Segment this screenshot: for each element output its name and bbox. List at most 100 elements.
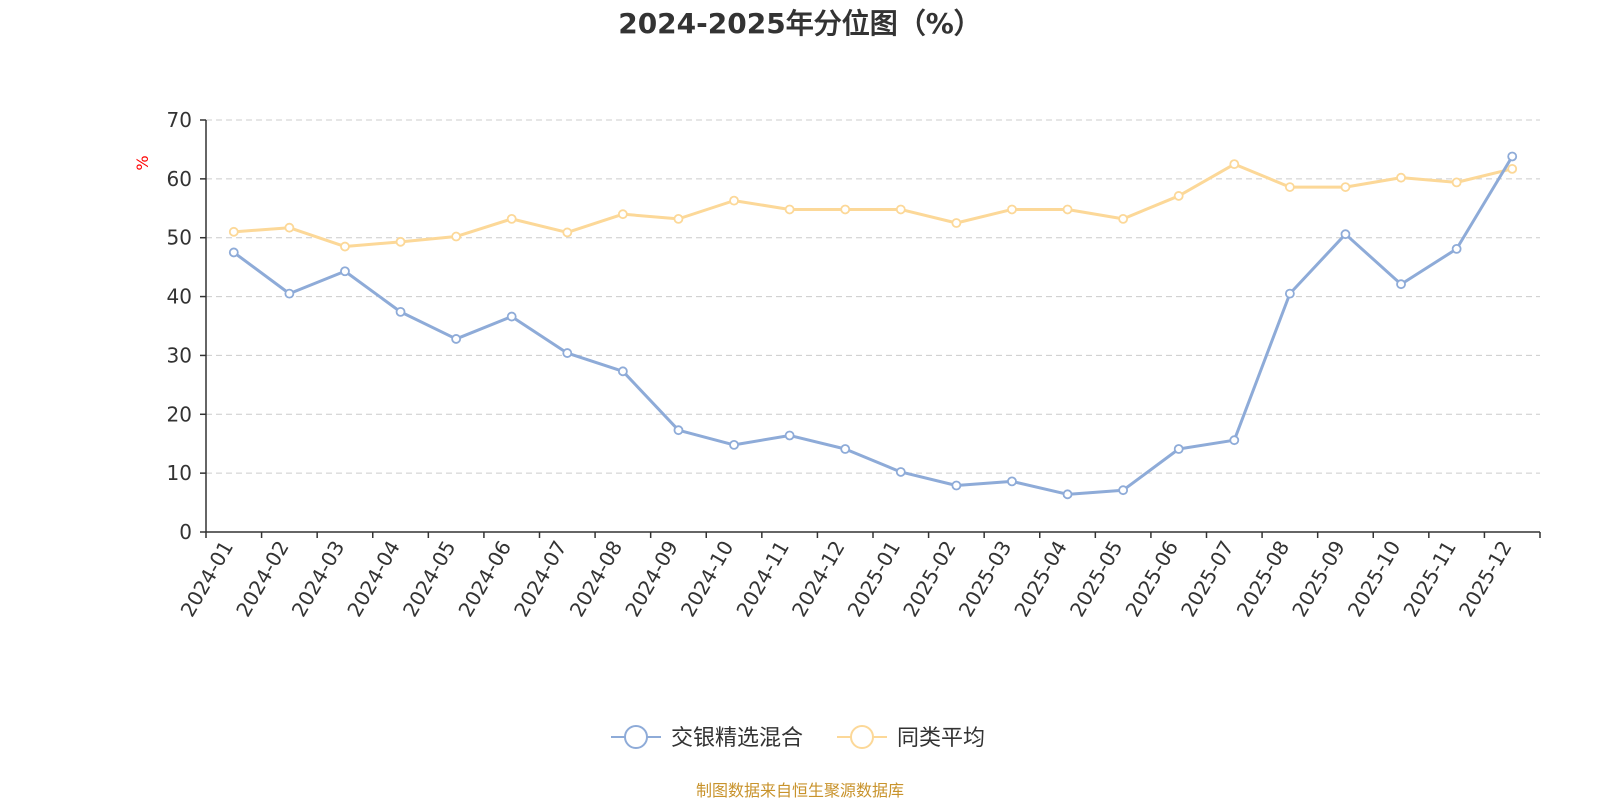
data-point[interactable]	[673, 425, 684, 436]
y-tick-label: 60	[167, 167, 192, 191]
grid-lines	[206, 119, 1540, 474]
x-tick-label: 2025-04	[1009, 537, 1072, 621]
x-tick-label: 2025-09	[1287, 537, 1350, 621]
y-tick-label: 20	[167, 402, 192, 426]
x-tick-label: 2025-12	[1454, 537, 1517, 621]
chart-title: 2024-2025年分位图（%）	[618, 7, 982, 40]
data-point[interactable]	[562, 348, 573, 358]
data-point[interactable]	[784, 204, 795, 215]
y-tick-label: 50	[167, 226, 192, 250]
legend-item-series-1[interactable]: 交银精选混合	[611, 725, 803, 751]
legend-item-series-2[interactable]: 同类平均	[837, 725, 985, 751]
data-point[interactable]	[617, 209, 628, 220]
x-tick-label: 2024-07	[509, 537, 572, 621]
legend-label-series-2: 同类平均	[897, 726, 985, 751]
data-point[interactable]	[340, 266, 350, 277]
data-point[interactable]	[562, 227, 573, 238]
y-tick-label: 0	[179, 520, 192, 544]
data-point[interactable]	[784, 430, 795, 441]
data-point[interactable]	[951, 480, 962, 491]
data-point[interactable]	[1340, 182, 1351, 192]
data-point[interactable]	[228, 247, 239, 258]
legend-marker-series-1	[624, 725, 648, 749]
x-tick-label: 2024-03	[287, 537, 350, 621]
data-point[interactable]	[1451, 243, 1462, 254]
data-source-note: 制图数据来自恒生聚源数据库	[696, 781, 904, 800]
series-1	[228, 151, 1518, 500]
x-tick-label: 2024-10	[676, 537, 739, 621]
data-point[interactable]	[1062, 204, 1073, 215]
x-tick-label: 2024-05	[398, 537, 461, 621]
x-tick-label: 2024-01	[176, 537, 239, 621]
x-tick-label: 2025-05	[1065, 537, 1128, 621]
data-point[interactable]	[729, 195, 739, 206]
data-point[interactable]	[617, 366, 628, 377]
data-point[interactable]	[451, 334, 462, 344]
data-point[interactable]	[1396, 279, 1406, 290]
data-point[interactable]	[895, 204, 906, 215]
data-point[interactable]	[506, 213, 517, 224]
data-point[interactable]	[451, 231, 462, 242]
data-point[interactable]	[1340, 229, 1351, 240]
data-point[interactable]	[1229, 159, 1240, 170]
data-point[interactable]	[1284, 288, 1295, 299]
x-tick-label: 2024-11	[731, 537, 794, 621]
data-point[interactable]	[673, 213, 684, 224]
data-point[interactable]	[1173, 444, 1184, 454]
data-point[interactable]	[395, 236, 406, 247]
legend: 交银精选混合 同类平均	[611, 725, 985, 751]
series	[228, 151, 1518, 500]
x-tick-label: 2024-12	[787, 537, 850, 621]
data-point[interactable]	[840, 204, 851, 215]
x-tick-label: 2025-01	[843, 537, 906, 621]
data-point[interactable]	[506, 311, 517, 322]
x-tick-label: 2025-06	[1120, 537, 1183, 621]
data-point[interactable]	[729, 439, 739, 450]
y-tick-label: 10	[167, 461, 192, 485]
y-tick-label: 30	[167, 343, 192, 367]
data-point[interactable]	[395, 306, 406, 317]
data-point[interactable]	[228, 226, 239, 237]
data-point[interactable]	[284, 222, 295, 233]
x-tick-label: 2024-09	[620, 537, 683, 621]
x-tick-label: 2025-03	[954, 536, 1017, 620]
x-tick-label: 2025-10	[1343, 537, 1406, 621]
x-tick-label: 2025-07	[1176, 537, 1239, 621]
data-point[interactable]	[340, 241, 350, 252]
data-point[interactable]	[1507, 163, 1518, 174]
data-point[interactable]	[1229, 435, 1240, 446]
data-point[interactable]	[1173, 191, 1184, 201]
x-ticks: 2024-012024-022024-032024-042024-052024-…	[176, 532, 1541, 621]
y-ticks: 0 10 20 30 40 50 60 70	[167, 108, 206, 544]
data-point[interactable]	[1396, 172, 1406, 183]
data-point[interactable]	[284, 288, 295, 299]
data-point[interactable]	[1284, 182, 1295, 192]
x-tick-label: 2024-02	[231, 537, 294, 621]
data-point[interactable]	[1007, 204, 1017, 215]
data-point[interactable]	[1451, 177, 1462, 188]
data-point[interactable]	[1118, 485, 1129, 496]
data-point[interactable]	[951, 218, 962, 228]
data-point[interactable]	[1507, 151, 1518, 162]
x-tick-label: 2025-08	[1232, 537, 1295, 621]
y-axis-label: %	[133, 155, 152, 170]
axes	[205, 120, 1540, 533]
x-tick-label: 2025-11	[1398, 537, 1461, 621]
data-point[interactable]	[840, 444, 851, 454]
data-point[interactable]	[1007, 476, 1017, 487]
x-tick-label: 2024-08	[565, 537, 628, 621]
series-line-1	[232, 155, 1514, 496]
x-tick-label: 2025-02	[898, 537, 961, 621]
legend-label-series-1: 交银精选混合	[671, 726, 803, 751]
y-tick-label: 70	[167, 108, 192, 132]
x-tick-label: 2024-06	[453, 537, 516, 621]
series-line-2	[233, 162, 1513, 249]
y-tick-label: 40	[167, 285, 192, 309]
data-point[interactable]	[1062, 489, 1073, 500]
series-2	[228, 159, 1518, 252]
x-tick-label: 2024-04	[342, 537, 405, 621]
data-point[interactable]	[1118, 213, 1129, 224]
legend-marker-series-2	[850, 725, 874, 749]
data-point[interactable]	[895, 467, 906, 477]
